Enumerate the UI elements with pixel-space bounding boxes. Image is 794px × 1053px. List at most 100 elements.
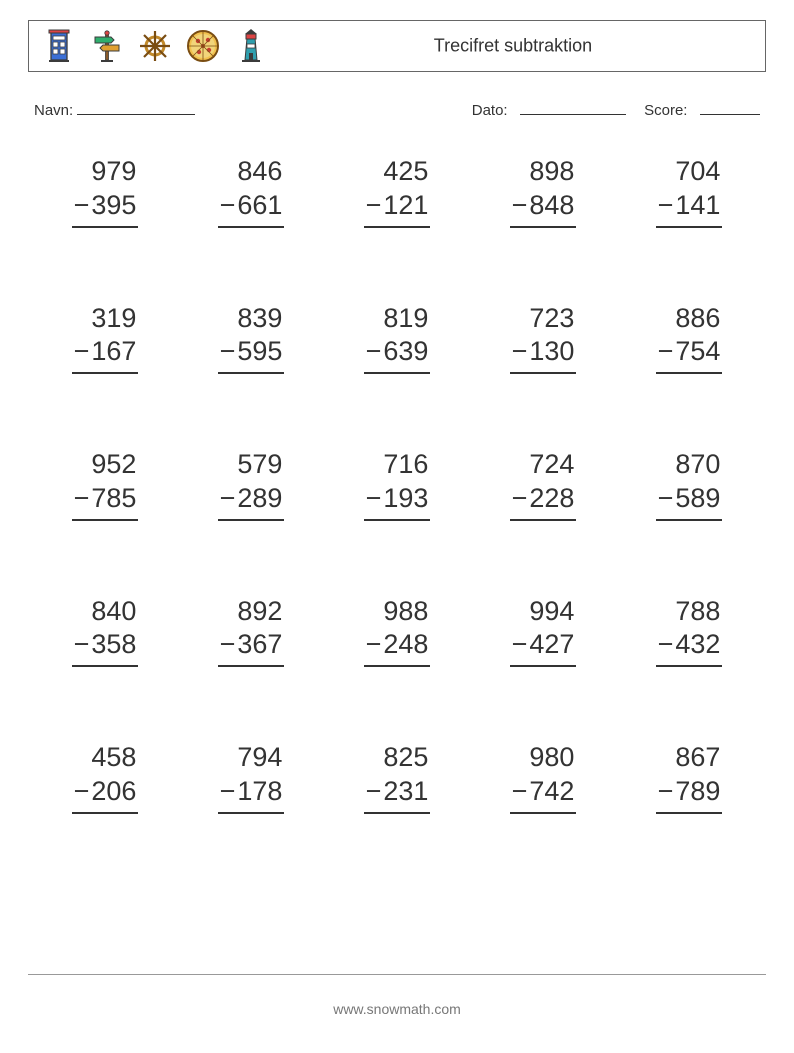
name-label: Navn: [34, 102, 73, 119]
subtrahend-row: −178 [218, 775, 285, 814]
operator: − [512, 335, 528, 369]
subtrahend: 432 [675, 628, 720, 662]
pizza-icon [185, 28, 221, 64]
subtrahend: 228 [529, 482, 574, 516]
operator: − [366, 335, 382, 369]
subtrahend: 661 [237, 189, 282, 223]
problem: 723−130 [470, 302, 616, 375]
problem: 319−167 [32, 302, 178, 375]
footer-rule [28, 974, 766, 975]
problem: 994−427 [470, 595, 616, 668]
operator: − [74, 628, 90, 662]
problems-grid: 979−395846−661425−121898−848704−141319−1… [28, 155, 766, 814]
minuend: 319 [72, 302, 139, 336]
minuend: 579 [218, 448, 285, 482]
problem: 579−289 [178, 448, 324, 521]
signpost-icon [89, 28, 125, 64]
subtrahend-row: −395 [72, 189, 139, 228]
subtrahend-row: −595 [218, 335, 285, 374]
subtrahend: 789 [675, 775, 720, 809]
operator: − [366, 628, 382, 662]
operator: − [220, 628, 236, 662]
operator: − [512, 482, 528, 516]
subtrahend-row: −206 [72, 775, 139, 814]
minuend: 724 [510, 448, 577, 482]
subtrahend: 231 [383, 775, 428, 809]
ship-wheel-icon [137, 28, 173, 64]
operator: − [658, 189, 674, 223]
subtrahend-row: −231 [364, 775, 431, 814]
problem: 724−228 [470, 448, 616, 521]
subtrahend: 141 [675, 189, 720, 223]
problem: 819−639 [324, 302, 470, 375]
operator: − [512, 628, 528, 662]
subtrahend-row: −141 [656, 189, 723, 228]
problem: 979−395 [32, 155, 178, 228]
footer-text: www.snowmath.com [0, 1001, 794, 1017]
subtrahend: 742 [529, 775, 574, 809]
subtrahend: 367 [237, 628, 282, 662]
lighthouse-icon [233, 28, 269, 64]
problem: 980−742 [470, 741, 616, 814]
minuend: 788 [656, 595, 723, 629]
subtrahend: 193 [383, 482, 428, 516]
problem: 825−231 [324, 741, 470, 814]
subtrahend: 754 [675, 335, 720, 369]
subtrahend: 178 [237, 775, 282, 809]
problem: 898−848 [470, 155, 616, 228]
minuend: 980 [510, 741, 577, 775]
minuend: 425 [364, 155, 431, 189]
date-blank[interactable] [520, 100, 626, 115]
operator: − [512, 189, 528, 223]
subtrahend-row: −661 [218, 189, 285, 228]
subtrahend: 639 [383, 335, 428, 369]
operator: − [74, 775, 90, 809]
subtrahend: 848 [529, 189, 574, 223]
operator: − [658, 628, 674, 662]
operator: − [366, 189, 382, 223]
problem: 952−785 [32, 448, 178, 521]
header-icons [41, 28, 269, 64]
subtrahend-row: −193 [364, 482, 431, 521]
operator: − [220, 189, 236, 223]
subtrahend-row: −432 [656, 628, 723, 667]
operator: − [366, 482, 382, 516]
worksheet-header: Trecifret subtraktion [28, 20, 766, 72]
problem: 870−589 [616, 448, 762, 521]
minuend: 704 [656, 155, 723, 189]
subtrahend: 121 [383, 189, 428, 223]
score-blank[interactable] [700, 100, 760, 115]
minuend: 716 [364, 448, 431, 482]
operator: − [658, 335, 674, 369]
operator: − [74, 335, 90, 369]
problem: 716−193 [324, 448, 470, 521]
problem: 840−358 [32, 595, 178, 668]
minuend: 846 [218, 155, 285, 189]
subtrahend-row: −785 [72, 482, 139, 521]
problem: 988−248 [324, 595, 470, 668]
subtrahend-row: −427 [510, 628, 577, 667]
name-blank[interactable] [77, 100, 195, 115]
subtrahend-row: −848 [510, 189, 577, 228]
problem: 425−121 [324, 155, 470, 228]
operator: − [366, 775, 382, 809]
minuend: 825 [364, 741, 431, 775]
subtrahend-row: −367 [218, 628, 285, 667]
minuend: 988 [364, 595, 431, 629]
subtrahend-row: −228 [510, 482, 577, 521]
subtrahend-row: −754 [656, 335, 723, 374]
subtrahend: 289 [237, 482, 282, 516]
minuend: 458 [72, 741, 139, 775]
subtrahend: 595 [237, 335, 282, 369]
problem: 886−754 [616, 302, 762, 375]
operator: − [658, 482, 674, 516]
minuend: 839 [218, 302, 285, 336]
minuend: 840 [72, 595, 139, 629]
minuend: 819 [364, 302, 431, 336]
subtrahend-row: −130 [510, 335, 577, 374]
operator: − [512, 775, 528, 809]
subtrahend-row: −639 [364, 335, 431, 374]
problem: 458−206 [32, 741, 178, 814]
minuend: 794 [218, 741, 285, 775]
subtrahend-row: −248 [364, 628, 431, 667]
